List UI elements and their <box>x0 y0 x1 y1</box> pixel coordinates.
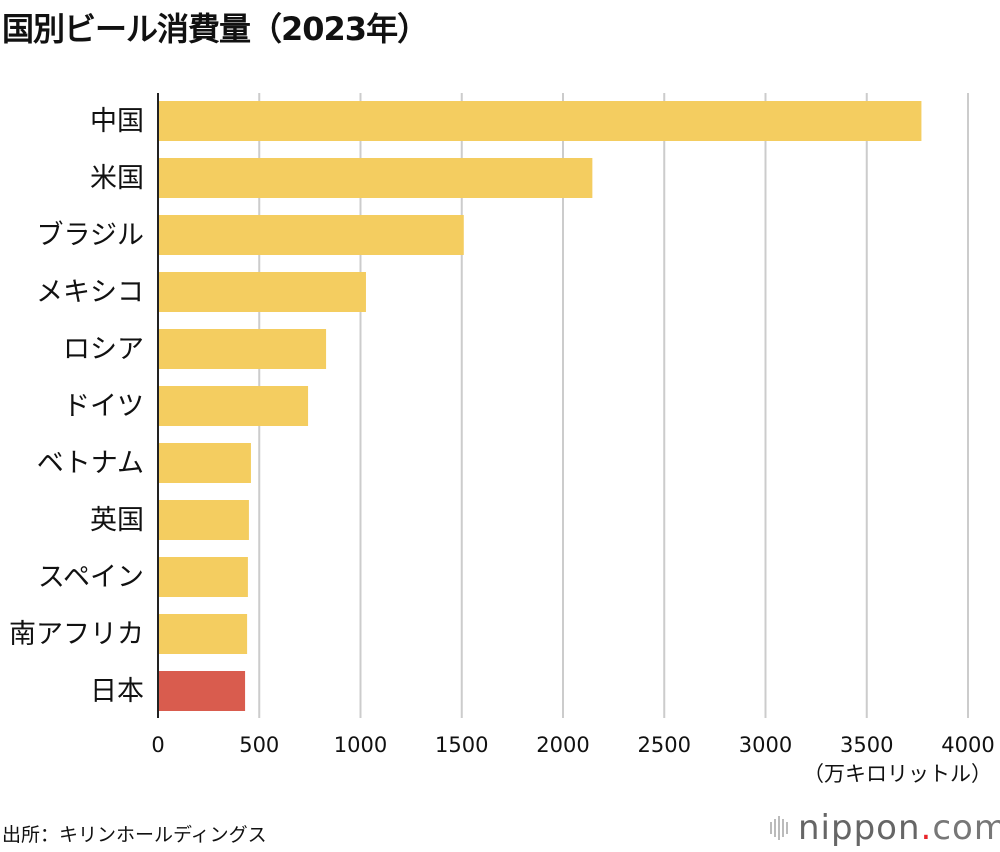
bar-4 <box>158 329 327 369</box>
category-label: ベトナム <box>37 448 144 479</box>
x-tick-label: 4000 <box>941 733 994 757</box>
category-label: ブラジル <box>37 220 144 251</box>
bar-10 <box>158 671 246 711</box>
category-label: 英国 <box>90 505 144 536</box>
x-tick-label: 0 <box>151 733 164 757</box>
x-axis-label: （万キロリットル） <box>803 762 992 786</box>
bar-9 <box>158 614 248 654</box>
bar-5 <box>158 386 309 426</box>
category-label: ドイツ <box>63 391 144 422</box>
category-label: スペイン <box>38 562 144 593</box>
category-label: 中国 <box>90 106 144 137</box>
nippon-logo: nippon.com <box>770 808 1000 848</box>
x-tick-label: 1500 <box>435 733 488 757</box>
category-label: メキシコ <box>36 277 144 308</box>
bar-6 <box>158 443 251 483</box>
bar-3 <box>158 272 366 312</box>
bar-0 <box>158 101 922 141</box>
x-tick-label: 3500 <box>840 733 893 757</box>
category-label: ロシア <box>63 334 144 365</box>
bar-1 <box>158 158 593 198</box>
category-label: 南アフリカ <box>9 619 144 650</box>
category-label: 日本 <box>90 676 144 707</box>
bar-2 <box>158 215 464 255</box>
category-label: 米国 <box>90 163 144 194</box>
logo-mark-icon <box>770 816 788 840</box>
x-tick-label: 2000 <box>536 733 589 757</box>
x-tick-label: 500 <box>239 733 279 757</box>
bar-7 <box>158 500 249 540</box>
bar-chart: 0 500 1000 1500 2000 2500 3000 3500 4000 中国米国ブラジル… <box>9 93 995 757</box>
bar-8 <box>158 557 248 597</box>
x-tick-label: 3000 <box>739 733 792 757</box>
x-tick-label: 1000 <box>334 733 387 757</box>
x-tick-label: 2500 <box>638 733 691 757</box>
source-note: 出所：キリンホールディングス <box>2 824 267 846</box>
chart-title: 国別ビール消費量（2023年） <box>2 10 429 48</box>
